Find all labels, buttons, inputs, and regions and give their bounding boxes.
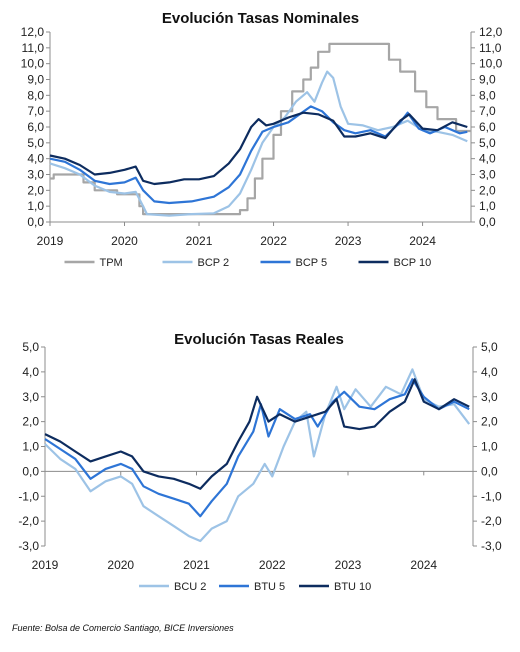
nominal-ytick-left-5-0: 5,0 — [27, 136, 44, 150]
nominal-xtick-2020: 2020 — [111, 234, 138, 248]
real-legend-btu-10: BTU 10 — [334, 581, 371, 593]
real-legend-btu-5: BTU 5 — [254, 581, 285, 593]
nominal-ytick-left-6-0: 6,0 — [27, 120, 44, 134]
real-ytick-left-0-0: 0,0 — [22, 464, 39, 478]
chart-real-svg: Evolución Tasas Reales -3,0 -3,0 -2,0 -2,0 -1… — [18, 331, 502, 593]
nominal-ytick-right-11-0: 11,0 — [479, 41, 502, 55]
nominal-ytick-right-10-0: 10,0 — [479, 57, 503, 71]
nominal-ytick-right-2-0: 2,0 — [479, 183, 496, 197]
real-ytick-right-0-0: 0,0 — [481, 464, 498, 478]
nominal-series-tpm — [50, 42, 471, 216]
nominal-ytick-right-8-0: 8,0 — [479, 88, 496, 102]
nominal-ytick-left-3-0: 3,0 — [27, 168, 44, 182]
nominal-legend-bcp-2: BCP 2 — [198, 257, 230, 269]
nominal-xtick-2023: 2023 — [335, 234, 362, 248]
nominal-ytick-left-8-0: 8,0 — [27, 88, 44, 102]
real-title: Evolución Tasas Reales — [174, 331, 344, 348]
real-ytick-right-3-0: -3,0 — [481, 539, 502, 553]
real-ytick-right-2-0: -2,0 — [481, 514, 502, 528]
nominal-legend-bcp-5: BCP 5 — [296, 257, 328, 269]
real-ytick-left-5-0: 5,0 — [22, 340, 39, 354]
real-ytick-left-3-0: -3,0 — [18, 539, 39, 553]
nominal-xtick-2021: 2021 — [186, 234, 213, 248]
nominal-ytick-right-6-0: 6,0 — [479, 120, 496, 134]
nominal-xtick-2024: 2024 — [409, 234, 436, 248]
nominal-legend-bcp-10: BCP 10 — [394, 257, 432, 269]
real-series-btu-10 — [44, 378, 470, 490]
real-ytick-left-2-0: -2,0 — [18, 514, 39, 528]
nominal-ytick-left-4-0: 4,0 — [27, 152, 44, 166]
real-ytick-right-1-0: 1,0 — [481, 440, 498, 454]
nominal-ytick-right-3-0: 3,0 — [479, 168, 496, 182]
nominal-xtick-2019: 2019 — [37, 234, 64, 248]
nominal-ytick-left-12-0: 12,0 — [21, 25, 45, 39]
real-ytick-left-3-0: 3,0 — [22, 390, 39, 404]
chart-real-rates: Evolución Tasas Reales -3,0 -3,0 -2,0 -2,0 -1… — [0, 325, 520, 600]
nominal-ytick-right-0-0: 0,0 — [479, 215, 496, 229]
real-ytick-left-2-0: 2,0 — [22, 415, 39, 429]
source-note: Fuente: Bolsa de Comercio Santiago, BICE… — [12, 623, 234, 633]
nominal-ytick-right-4-0: 4,0 — [479, 152, 496, 166]
nominal-ytick-right-1-0: 1,0 — [479, 199, 496, 213]
real-ytick-right-5-0: 5,0 — [481, 340, 498, 354]
real-legend-bcu-2: BCU 2 — [174, 581, 206, 593]
real-ytick-right-2-0: 2,0 — [481, 415, 498, 429]
nominal-xtick-2022: 2022 — [260, 234, 287, 248]
real-xtick-2024: 2024 — [410, 558, 437, 572]
nominal-ytick-left-0-0: 0,0 — [27, 215, 44, 229]
real-ytick-right-3-0: 3,0 — [481, 390, 498, 404]
real-ytick-right-4-0: 4,0 — [481, 365, 498, 379]
nominal-ytick-left-10-0: 10,0 — [21, 57, 45, 71]
real-xtick-2022: 2022 — [259, 558, 286, 572]
real-ytick-right-1-0: -1,0 — [481, 489, 502, 503]
real-xtick-2019: 2019 — [32, 558, 59, 572]
chart-nominal-rates: Evolución Tasas Nominales 0,0 0,0 1,0 1,0 2,0… — [0, 0, 520, 290]
nominal-ytick-left-7-0: 7,0 — [27, 104, 44, 118]
nominal-series-bcp-10 — [49, 111, 468, 186]
nominal-ytick-right-7-0: 7,0 — [479, 104, 496, 118]
nominal-ytick-left-2-0: 2,0 — [27, 183, 44, 197]
real-ytick-left-1-0: -1,0 — [18, 489, 39, 503]
nominal-title: Evolución Tasas Nominales — [162, 10, 359, 27]
nominal-series-bcp-2 — [49, 70, 468, 217]
real-xtick-2021: 2021 — [183, 558, 210, 572]
nominal-ytick-left-11-0: 11,0 — [22, 41, 45, 55]
nominal-legend-tpm: TPM — [100, 257, 123, 269]
nominal-ytick-right-12-0: 12,0 — [479, 25, 503, 39]
nominal-ytick-left-9-0: 9,0 — [27, 73, 44, 87]
nominal-ytick-right-9-0: 9,0 — [479, 73, 496, 87]
real-ytick-left-4-0: 4,0 — [22, 365, 39, 379]
real-ytick-left-1-0: 1,0 — [22, 440, 39, 454]
real-xtick-2023: 2023 — [335, 558, 362, 572]
real-xtick-2020: 2020 — [107, 558, 134, 572]
real-series-bcu-2 — [44, 368, 471, 543]
nominal-ytick-right-5-0: 5,0 — [479, 136, 496, 150]
nominal-ytick-left-1-0: 1,0 — [27, 199, 44, 213]
chart-nominal-svg: Evolución Tasas Nominales 0,0 0,0 1,0 1,0 2,0… — [21, 10, 503, 269]
